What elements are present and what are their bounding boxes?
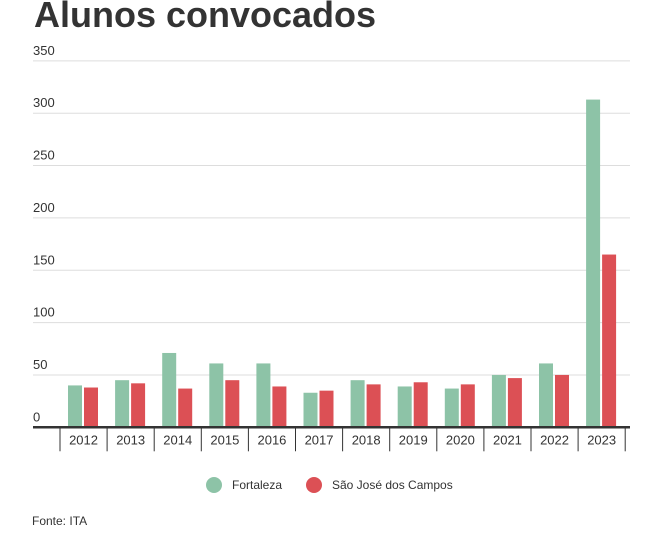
bar-fortaleza [539, 363, 553, 428]
bar-são-josé-dos-campos [225, 380, 240, 428]
bar-são-josé-dos-campos [555, 374, 569, 428]
bar-fortaleza [491, 374, 506, 428]
bar-são-josé-dos-campos [272, 386, 287, 428]
y-tick-label: 350 [33, 43, 55, 58]
legend-label: São José dos Campos [332, 478, 453, 492]
x-tick-label: 2016 [257, 432, 286, 447]
bar-fortaleza [303, 392, 318, 428]
y-tick-label: 0 [33, 409, 40, 424]
bar-fortaleza [444, 388, 459, 428]
x-tick-label: 2017 [305, 432, 334, 447]
y-tick-label: 200 [33, 200, 55, 215]
bar-fortaleza [68, 385, 82, 428]
y-tick-label: 150 [33, 252, 55, 267]
x-tick-label: 2015 [210, 432, 239, 447]
x-tick-label: 2014 [163, 432, 192, 447]
bar-fortaleza [256, 363, 271, 428]
legend-marker [206, 477, 222, 493]
bar-são-josé-dos-campos [319, 390, 334, 428]
x-tick-label: 2018 [352, 432, 381, 447]
bar-fortaleza [350, 380, 365, 428]
source-note: Fonte: ITA [32, 514, 88, 528]
bar-são-josé-dos-campos [178, 388, 193, 428]
bar-fortaleza [397, 386, 412, 428]
x-tick-label: 2013 [116, 432, 145, 447]
bar-são-josé-dos-campos [413, 382, 428, 428]
chart-title: Alunos convocados [34, 0, 377, 35]
x-tick-label: 2020 [446, 432, 475, 447]
bar-fortaleza [586, 99, 601, 428]
bar-fortaleza [115, 380, 130, 428]
x-tick-label: 2019 [399, 432, 428, 447]
bar-são-josé-dos-campos [602, 254, 617, 428]
bar-são-josé-dos-campos [460, 384, 475, 428]
bar-são-josé-dos-campos [366, 384, 381, 428]
x-tick-label: 2012 [69, 432, 98, 447]
x-tick-label: 2023 [587, 432, 616, 447]
bar-fortaleza [209, 363, 224, 428]
bar-são-josé-dos-campos [507, 378, 522, 428]
bar-são-josé-dos-campos [131, 383, 146, 428]
y-tick-label: 50 [33, 357, 47, 372]
x-tick-label: 2021 [493, 432, 522, 447]
legend-marker [306, 477, 322, 493]
y-tick-label: 250 [33, 148, 55, 163]
legend-label: Fortaleza [232, 478, 282, 492]
x-tick-label: 2022 [540, 432, 569, 447]
bar-fortaleza [162, 352, 177, 428]
y-tick-label: 100 [33, 305, 55, 320]
bar-são-josé-dos-campos [84, 387, 98, 428]
y-tick-label: 300 [33, 95, 55, 110]
